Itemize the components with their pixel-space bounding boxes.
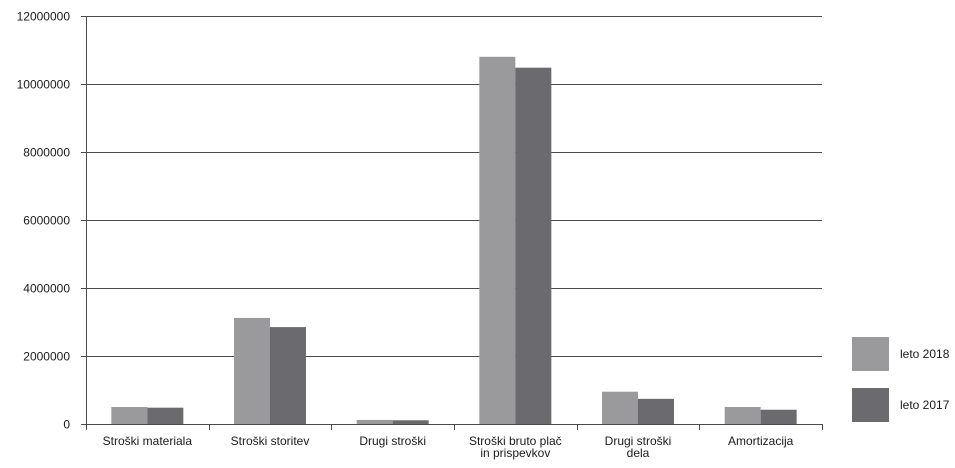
legend-label: leto 2018	[900, 347, 950, 361]
x-category-label-line: Stroški storitev	[231, 434, 310, 448]
bar-leto-2018-5	[724, 407, 761, 424]
y-tick-label: 2000000	[23, 350, 70, 364]
y-tick-label: 0	[63, 418, 70, 432]
x-category-label-line: Stroški bruto plač	[469, 434, 562, 448]
y-tick-label: 4000000	[23, 282, 70, 296]
bar-leto-2018-1	[234, 317, 270, 424]
bar-leto-2018-0	[111, 407, 148, 424]
y-tick-label: 10000000	[17, 78, 71, 92]
bar-leto-2017-4	[638, 398, 674, 424]
gridlines	[86, 16, 822, 357]
bar-leto-2018-4	[602, 391, 638, 424]
x-category-label-line: Drugi stroški	[605, 434, 672, 448]
x-category-label: Stroški bruto plač in prispevkov	[469, 434, 562, 460]
x-category-label-line: dela	[627, 446, 650, 460]
legend-swatch	[852, 337, 889, 371]
x-category-label: Drugi stroški dela	[605, 434, 672, 460]
legend: leto 2018 leto 2017	[852, 337, 950, 422]
x-category-label-line: Stroški materiala	[103, 434, 193, 448]
labels: 0 2000000 4000000 6000000 8000000 10000000 120…	[17, 10, 794, 461]
x-category-label-line: Amortizacija	[728, 434, 794, 448]
x-category-label: Amortizacija	[728, 434, 794, 448]
x-category-label: Drugi stroški	[359, 434, 426, 448]
x-category-label-line: in prispevkov	[480, 446, 550, 460]
bars	[111, 56, 797, 425]
legend-label: leto 2017	[900, 398, 950, 412]
x-category-label-line: Drugi stroški	[359, 434, 426, 448]
y-tick-label: 6000000	[23, 214, 70, 228]
y-tick-label: 12000000	[17, 10, 71, 24]
bar-leto-2017-3	[515, 67, 552, 425]
bar-leto-2017-1	[270, 327, 306, 424]
legend-swatch	[852, 388, 889, 422]
y-tick-label: 8000000	[23, 146, 70, 160]
axes	[81, 16, 823, 430]
bar-leto-2017-5	[760, 409, 797, 424]
x-category-label: Stroški storitev	[231, 434, 310, 448]
bar-leto-2017-2	[392, 420, 429, 424]
x-category-label: Stroški materiala	[103, 434, 193, 448]
bar-leto-2018-3	[479, 56, 516, 425]
bar-leto-2018-2	[356, 419, 393, 424]
bar-leto-2017-0	[147, 407, 184, 424]
